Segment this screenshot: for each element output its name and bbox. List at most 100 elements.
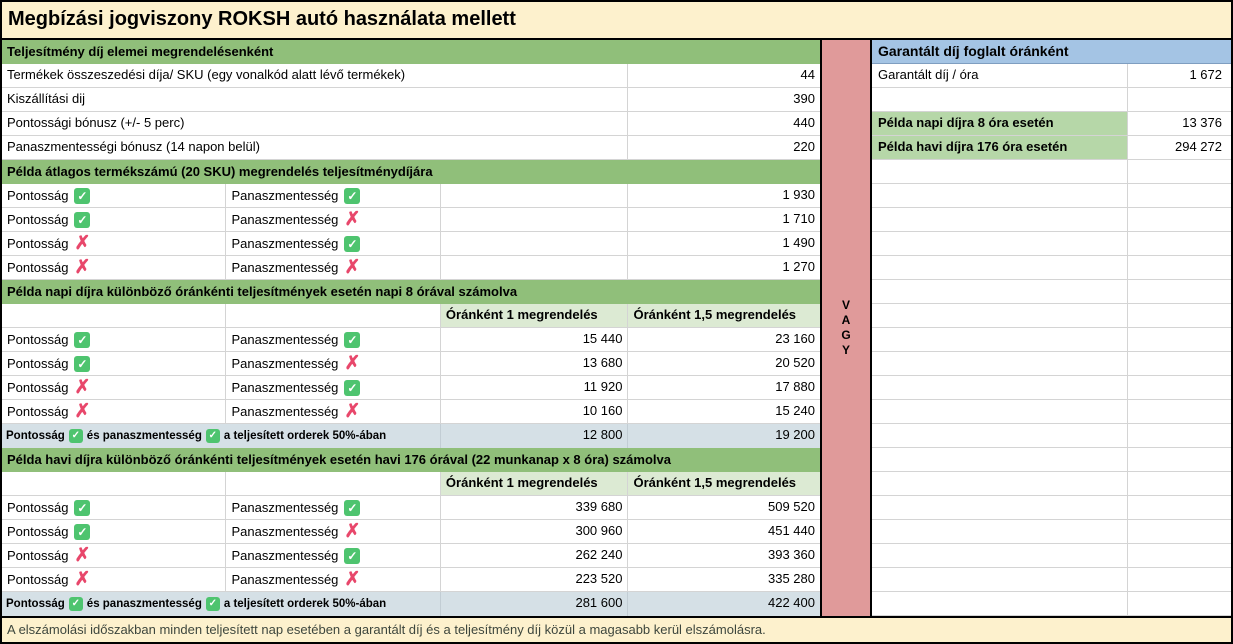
value-1-order: 15 440 xyxy=(441,328,629,351)
pontossag-label: Pontosság xyxy=(7,211,69,227)
fee-value: 1 930 xyxy=(782,187,815,202)
pontossag-status-icon: ✓ xyxy=(74,211,91,228)
empty-cell xyxy=(441,256,629,279)
table-row: Pontosság ✗ Panaszmentesség ✗ 1 270 xyxy=(2,256,820,280)
empty-grid-area xyxy=(872,160,1231,616)
pontossag-cell: Pontosság ✓ xyxy=(2,352,227,375)
empty-cell xyxy=(2,304,227,327)
fee-value: 1 710 xyxy=(782,211,815,226)
panaszmentesseg-cell: Panaszmentesség ✗ xyxy=(226,568,441,591)
table-row: Kiszállítási dij 390 xyxy=(2,88,820,112)
pontossag-cell: Pontosság ✓ xyxy=(2,496,227,519)
check-icon: ✓ xyxy=(68,429,83,443)
panaszmentesseg-status-icon: ✗ xyxy=(344,352,361,374)
pontossag-label: Pontosság xyxy=(7,235,69,251)
table-row: Pontosság ✓ Panaszmentesség ✗ 1 710 xyxy=(2,208,820,232)
panaszmentesseg-cell: Panaszmentesség ✓ xyxy=(226,496,441,519)
value-1-5-order: 451 440 xyxy=(768,523,815,538)
table-row: Termékek összeszedési díja/ SKU (egy von… xyxy=(2,64,820,88)
sheet-body: Teljesítmény díj elemei megrendelésenkén… xyxy=(2,40,1231,616)
fee-value: 1 490 xyxy=(782,235,815,250)
panaszmentesseg-cell: Panaszmentesség ✗ xyxy=(226,400,441,423)
column-header-1-5-order: Óránként 1,5 megrendelés xyxy=(628,472,820,495)
fee-value: 44 xyxy=(800,67,815,82)
panaszmentesseg-status-icon: ✓ xyxy=(344,379,361,396)
table-row: Pontosság ✗ Panaszmentesség ✗ 223 520 335 … xyxy=(2,568,820,592)
empty-cell xyxy=(226,304,441,327)
check-icon: ✓ xyxy=(205,429,220,443)
table-row: Pontosság ✗ Panaszmentesség ✓ 11 920 17 88… xyxy=(2,376,820,400)
value-1-order: 223 520 xyxy=(441,568,629,591)
panaszmentesseg-label: Panaszmentesség xyxy=(231,571,339,587)
panaszmentesseg-cell: Panaszmentesség ✗ xyxy=(226,520,441,543)
panaszmentesseg-label: Panaszmentesség xyxy=(231,403,339,419)
guaranteed-daily-label: Példa napi díjra 8 óra esetén xyxy=(872,112,1128,135)
guaranteed-monthly-value: 294 272 xyxy=(1175,139,1222,154)
sheet-title: Megbízási jogviszony ROKSH autó használa… xyxy=(2,2,1231,40)
empty-cell xyxy=(872,88,1128,111)
fee-label: Termékek összeszedési díja/ SKU (egy von… xyxy=(2,64,629,87)
table-row: Panaszmentességi bónusz (14 napon belül)… xyxy=(2,136,820,160)
guaranteed-monthly-label: Példa havi díjra 176 óra esetén xyxy=(872,136,1128,159)
panaszmentesseg-label: Panaszmentesség xyxy=(231,187,339,203)
pontossag-cell: Pontosság ✓ xyxy=(2,328,227,351)
section-header-daily: Példa napi díjra különböző óránkénti tel… xyxy=(2,280,820,304)
panaszmentesseg-status-icon: ✗ xyxy=(344,400,361,422)
pontossag-status-icon: ✓ xyxy=(74,187,91,204)
vagy-label: VAGY xyxy=(841,298,851,357)
table-row: Pontosság ✓ Panaszmentesség ✗ 300 960 451 … xyxy=(2,520,820,544)
guaranteed-daily-value: 13 376 xyxy=(1182,115,1222,130)
value-1-order: 339 680 xyxy=(441,496,629,519)
combined-bonus-post-text: a teljesített orderek 50%-ában xyxy=(223,598,387,610)
combined-bonus-row: Pontosság ✓ és panaszmentesség ✓ a teljesíte… xyxy=(2,592,820,616)
pontossag-status-icon: ✗ xyxy=(74,256,91,278)
empty-cell xyxy=(441,232,629,255)
panaszmentesseg-status-icon: ✗ xyxy=(344,520,361,542)
fee-value: 390 xyxy=(793,91,815,106)
pontossag-cell: Pontosság ✗ xyxy=(2,376,227,399)
panaszmentesseg-cell: Panaszmentesség ✓ xyxy=(226,544,441,567)
pontossag-status-icon: ✓ xyxy=(74,499,91,516)
empty-cell xyxy=(441,208,629,231)
combined-bonus-mid-text: és panaszmentesség xyxy=(86,598,202,610)
empty-cell xyxy=(226,472,441,495)
value-1-5-order: 15 240 xyxy=(775,403,815,418)
panaszmentesseg-status-icon: ✓ xyxy=(344,187,361,204)
combined-bonus-label: Pontosság ✓ és panaszmentesség ✓ a teljesíte… xyxy=(2,424,441,448)
pontossag-label: Pontosság xyxy=(7,259,69,275)
pontossag-label: Pontosság xyxy=(7,523,69,539)
pontossag-cell: Pontosság ✗ xyxy=(2,256,227,279)
pontossag-status-icon: ✗ xyxy=(74,568,91,590)
pontossag-label: Pontosság xyxy=(7,379,69,395)
guaranteed-fee-table: Garantált díj foglalt óránként Garantált… xyxy=(872,40,1231,616)
panaszmentesseg-cell: Panaszmentesség ✓ xyxy=(226,376,441,399)
panaszmentesseg-label: Panaszmentesség xyxy=(231,379,339,395)
pontossag-label: Pontosság xyxy=(7,355,69,371)
panaszmentesseg-status-icon: ✓ xyxy=(344,235,361,252)
fee-label: Kiszállítási dij xyxy=(2,88,629,111)
table-row: Pontosság ✓ Panaszmentesség ✓ 1 930 xyxy=(2,184,820,208)
panaszmentesseg-label: Panaszmentesség xyxy=(231,499,339,515)
table-row: Pontossági bónusz (+/- 5 perc) 440 xyxy=(2,112,820,136)
panaszmentesseg-label: Panaszmentesség xyxy=(231,259,339,275)
value-1-5-order: 19 200 xyxy=(775,427,815,442)
panaszmentesseg-cell: Panaszmentesség ✗ xyxy=(226,256,441,279)
table-row: Pontosság ✓ Panaszmentesség ✓ 15 440 23 16… xyxy=(2,328,820,352)
panaszmentesseg-cell: Panaszmentesség ✓ xyxy=(226,232,441,255)
pontossag-label: Pontosság xyxy=(7,187,69,203)
pontossag-label: Pontosság xyxy=(7,403,69,419)
value-1-order: 12 800 xyxy=(441,424,629,448)
pontossag-label: Pontosság xyxy=(7,571,69,587)
pontossag-cell: Pontosság ✓ xyxy=(2,184,227,207)
column-header-1-5-order: Óránként 1,5 megrendelés xyxy=(628,304,820,327)
section-header-average-order: Példa átlagos termékszámú (20 SKU) megre… xyxy=(2,160,820,184)
value-1-5-order: 509 520 xyxy=(768,499,815,514)
table-row: Pontosság ✗ Panaszmentesség ✗ 10 160 15 24… xyxy=(2,400,820,424)
value-1-5-order: 20 520 xyxy=(775,355,815,370)
column-header-1-order: Óránként 1 megrendelés xyxy=(440,472,629,495)
table-row: Pontosság ✗ Panaszmentesség ✓ 262 240 393 … xyxy=(2,544,820,568)
panaszmentesseg-label: Panaszmentesség xyxy=(231,547,339,563)
value-1-order: 11 920 xyxy=(441,376,629,399)
panaszmentesseg-label: Panaszmentesség xyxy=(231,331,339,347)
